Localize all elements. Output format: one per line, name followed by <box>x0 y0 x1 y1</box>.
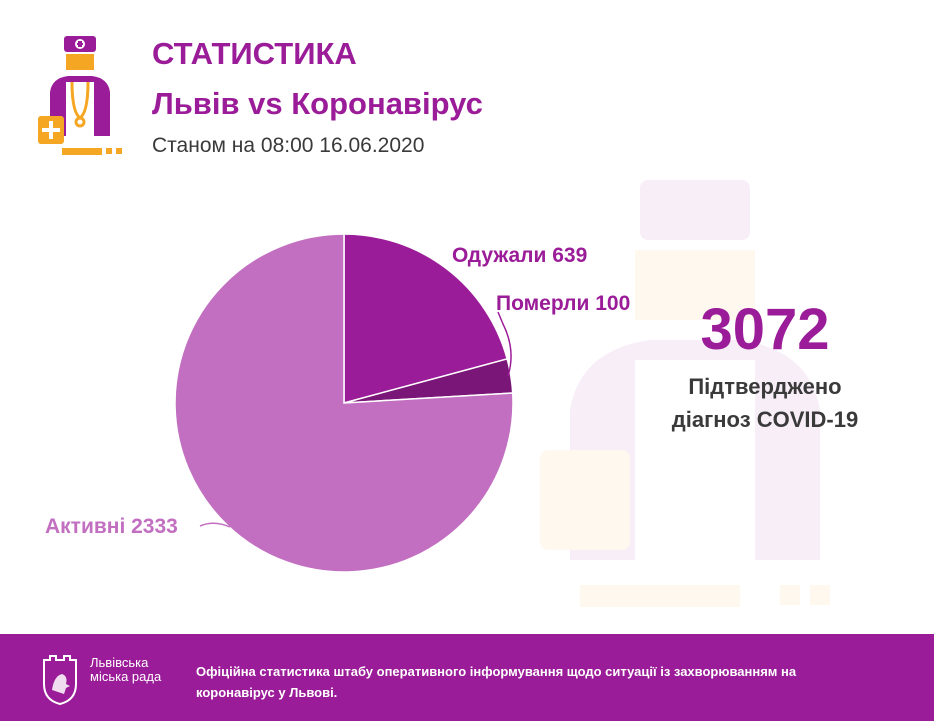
doctor-logo-icon <box>38 36 122 155</box>
pie-chart: Одужали 639 Померли 100 Активні 2333 <box>45 233 630 573</box>
footer-statement: Офіційна статистика штабу оперативного і… <box>196 664 797 700</box>
pie-slices <box>174 233 514 573</box>
pie-labels: Одужали 639 Померли 100 Активні 2333 <box>45 244 630 538</box>
total-cases-label: Підтверджено діагноз COVID-19 <box>640 370 890 436</box>
pie-leader-lines <box>199 311 512 528</box>
pie-label-1: Одужали 639 <box>452 244 587 267</box>
lviv-city-council-emblem-icon <box>43 655 77 706</box>
page-title: СТАТИСТИКА <box>152 36 357 71</box>
footer-bar: Львівська міська рада Офіційна статистик… <box>0 634 934 721</box>
pie-leader-line-3 <box>199 522 231 528</box>
total-cases-value: 3072 <box>700 297 830 362</box>
pie-leader-line-2 <box>497 311 512 377</box>
total-cases-label-line1: Підтверджено <box>688 374 842 399</box>
page-subtitle: Львів vs Коронавірус <box>152 86 483 121</box>
report-date: Станом на 08:00 16.06.2020 <box>152 134 425 157</box>
total-cases-label-line2: діагноз COVID-19 <box>671 407 859 432</box>
doctor-watermark-icon <box>540 180 830 607</box>
pie-slice-1 <box>343 233 509 404</box>
pie-label-2: Померли 100 <box>496 292 630 315</box>
pie-label-3: Активні 2333 <box>45 515 178 538</box>
footer-org-name: Львівська міська рада <box>90 655 162 684</box>
